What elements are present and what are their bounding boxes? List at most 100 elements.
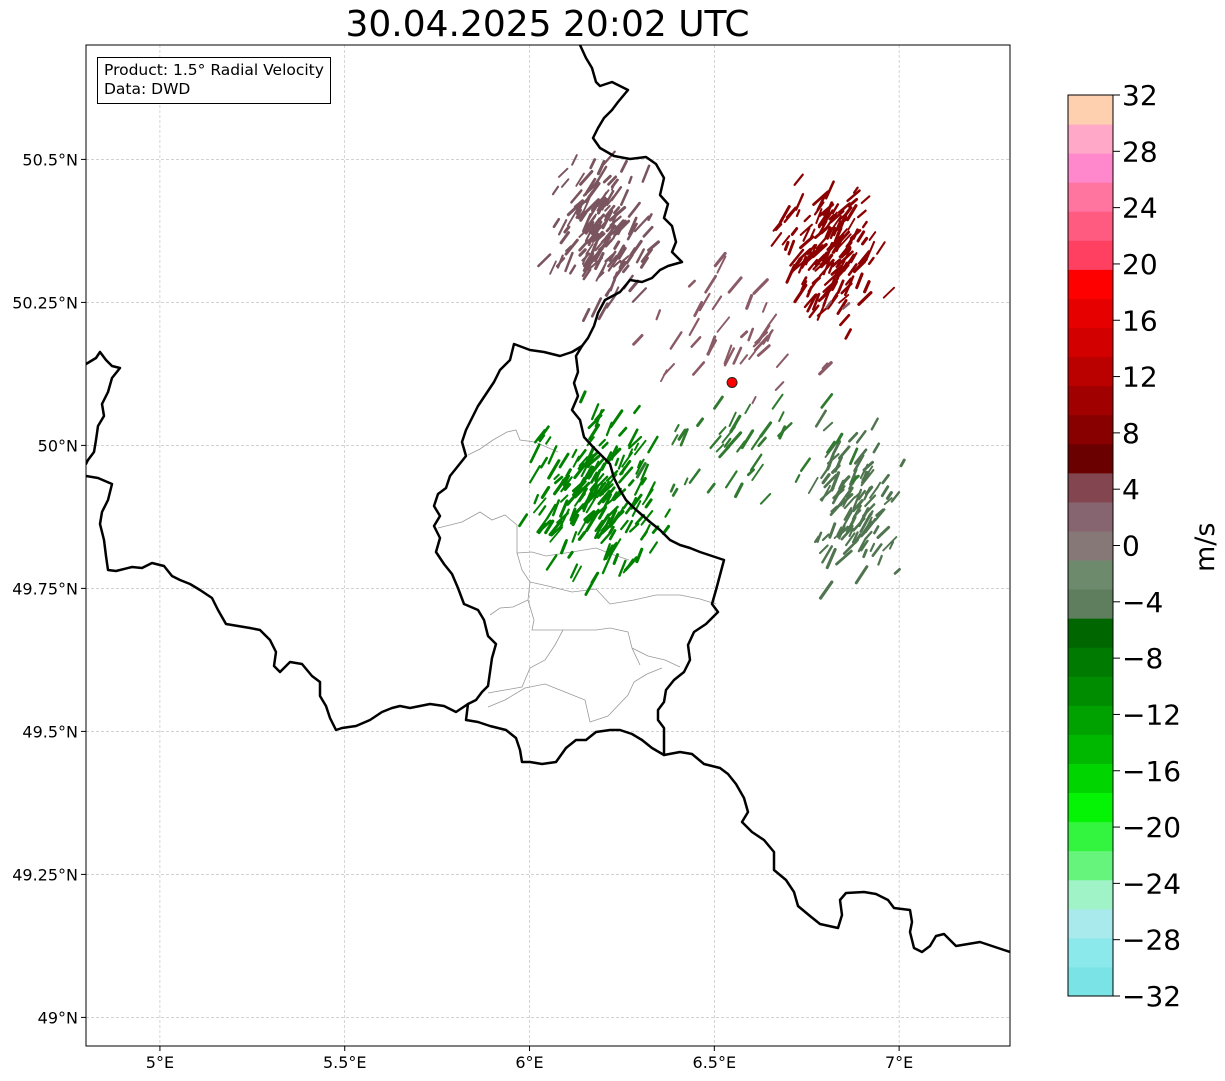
- lat-tick-label: 49.5°N: [22, 722, 78, 741]
- echo-streak: [595, 232, 606, 242]
- echo-streak: [614, 286, 620, 295]
- echo-streak: [830, 471, 841, 492]
- echo-streak: [824, 180, 835, 200]
- echo-streak: [584, 254, 599, 270]
- echo-streak: [778, 411, 785, 423]
- colorbar-tick-label: 16: [1122, 304, 1158, 337]
- colorbar-bin: [1068, 966, 1113, 997]
- echo-region-east-grey-green: [807, 409, 906, 600]
- colorbar-bin: [1068, 821, 1113, 852]
- echo-streak: [693, 300, 704, 318]
- echo-streak: [655, 309, 662, 321]
- echo-streak: [864, 530, 873, 540]
- echo-streak: [596, 165, 608, 183]
- echo-streak: [845, 204, 858, 222]
- echo-streak: [597, 196, 607, 215]
- echo-streak: [798, 255, 807, 274]
- echo-streak: [831, 203, 840, 215]
- map-panel[interactable]: [86, 45, 1010, 1046]
- colorbar-tick-label: 20: [1122, 248, 1158, 281]
- colorbar[interactable]: [1068, 95, 1113, 997]
- colorbar-tick-label: −4: [1122, 586, 1163, 619]
- echo-streak: [594, 409, 603, 428]
- echo-streak: [633, 404, 641, 415]
- lat-tick-label: 50°N: [38, 436, 78, 455]
- echo-streak: [564, 251, 574, 273]
- echo-streak: [807, 258, 819, 271]
- echo-streak: [569, 507, 577, 522]
- echo-streak: [836, 525, 850, 538]
- echo-streak: [598, 438, 606, 447]
- colorbar-bin: [1068, 937, 1113, 968]
- echo-streak: [852, 509, 862, 518]
- echo-streak: [759, 421, 773, 438]
- echo-streak: [821, 533, 830, 542]
- echo-streak: [852, 499, 864, 513]
- echo-streak: [820, 225, 831, 235]
- echo-streak: [790, 257, 803, 275]
- lat-tick-label: 50.5°N: [22, 150, 78, 169]
- echo-streak: [610, 182, 616, 191]
- admin-boundary: [529, 581, 717, 605]
- echo-streak: [711, 295, 723, 311]
- echo-streak: [872, 442, 881, 454]
- echo-streak: [581, 307, 591, 323]
- echo-streak: [687, 279, 697, 288]
- echo-streak: [793, 173, 804, 186]
- admin-boundaries: [437, 429, 717, 723]
- echo-streak: [820, 393, 834, 409]
- echo-streak: [602, 174, 612, 184]
- echo-streak: [847, 263, 858, 276]
- echo-streak: [635, 547, 644, 564]
- admin-boundary: [527, 599, 641, 666]
- echo-streak: [835, 432, 844, 444]
- echo-streak: [831, 270, 839, 286]
- echo-streak: [547, 459, 561, 480]
- echo-streak: [814, 409, 827, 428]
- echo-streak: [545, 554, 558, 571]
- echo-streak: [706, 339, 717, 356]
- echo-streak: [605, 421, 613, 437]
- echo-streak: [551, 499, 561, 517]
- echo-streak: [873, 525, 880, 535]
- echo-streak: [882, 286, 896, 299]
- echo-streak: [806, 293, 818, 313]
- echo-streak: [812, 292, 821, 311]
- echo-streak: [609, 409, 624, 429]
- echo-streak: [563, 225, 571, 234]
- echo-streak: [859, 520, 872, 538]
- echo-streak: [664, 508, 671, 518]
- colorbar-bin: [1068, 676, 1113, 706]
- echo-streak: [614, 457, 620, 467]
- echo-streak: [803, 293, 817, 309]
- echo-streak: [853, 448, 868, 465]
- echo-streak: [812, 190, 830, 206]
- radar-site-marker[interactable]: [726, 376, 738, 388]
- echo-streak: [588, 484, 598, 496]
- echo-streak: [580, 465, 588, 478]
- lon-tick-label: 7°E: [885, 1053, 913, 1072]
- echo-streak: [810, 243, 818, 258]
- echo-streak: [608, 525, 615, 535]
- echo-streak: [837, 445, 851, 460]
- echo-streak: [704, 274, 717, 294]
- echo-streak: [772, 218, 784, 232]
- border-germany-west: [570, 45, 1010, 954]
- echo-streak: [844, 275, 855, 297]
- echo-streak: [539, 456, 549, 469]
- echo-streak: [577, 210, 585, 220]
- colorbar-tick-label: 8: [1122, 417, 1140, 450]
- echo-streak: [590, 297, 603, 318]
- echo-streak: [844, 328, 852, 340]
- echo-streak: [752, 340, 761, 348]
- echo-streak: [587, 203, 599, 221]
- echo-streak: [582, 252, 594, 268]
- echo-streak: [816, 301, 827, 321]
- echo-streak: [850, 474, 860, 483]
- echo-streak: [628, 175, 633, 185]
- echo-streak: [813, 535, 820, 544]
- echo-streak: [583, 198, 600, 215]
- echo-streak: [828, 213, 835, 221]
- echo-streak: [597, 271, 605, 279]
